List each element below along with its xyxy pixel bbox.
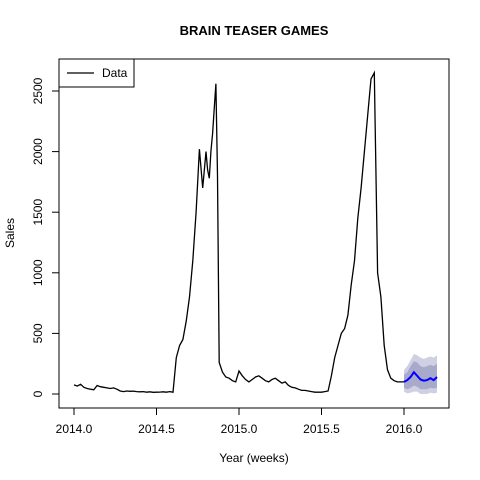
x-axis: 2014.0 2014.5 2015.0 2015.5 2016.0: [56, 407, 423, 436]
x-tick-label: 2014.5: [138, 422, 175, 436]
forecast-band-group: [404, 354, 437, 394]
y-tick-label: 500: [31, 323, 45, 343]
forecast-series-line: [403, 370, 438, 383]
x-axis-title: Year (weeks): [219, 451, 289, 465]
y-tick-label: 1500: [31, 199, 45, 226]
y-tick-label: 2500: [31, 77, 45, 104]
forecast-band-80: [404, 361, 437, 390]
y-axis: 0 500 1000 1500 2000 2500: [31, 77, 60, 397]
x-tick-label: 2016.0: [386, 422, 423, 436]
data-series-line: [73, 70, 404, 393]
y-tick-label: 0: [31, 390, 45, 397]
x-tick-label: 2015.0: [221, 422, 258, 436]
x-tick-label: 2015.5: [303, 422, 340, 436]
legend: Data: [58, 58, 135, 88]
y-tick-label: 2000: [31, 138, 45, 165]
y-axis-title: Sales: [3, 218, 17, 248]
y-tick-label: 1000: [31, 259, 45, 286]
x-tick-label: 2014.0: [56, 422, 93, 436]
chart-title: BRAIN TEASER GAMES: [180, 23, 329, 38]
legend-label-data: Data: [102, 66, 128, 80]
